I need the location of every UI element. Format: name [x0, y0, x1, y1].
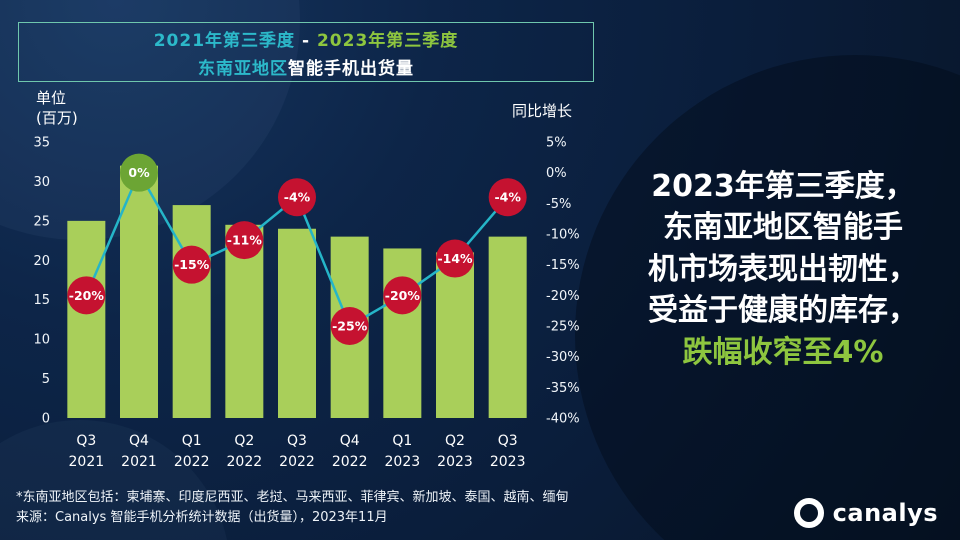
growth-marker-label: -25%	[332, 319, 368, 334]
right-axis-tick: -30%	[546, 350, 580, 365]
growth-marker-label: -15%	[174, 257, 210, 272]
shipment-bar	[120, 165, 158, 418]
left-axis-tick: 5	[42, 372, 50, 387]
insight-line: 2023年第三季度，	[651, 169, 915, 204]
x-axis-year-label: 2023	[490, 454, 526, 470]
x-axis-year-label: 2021	[121, 454, 157, 470]
footnote-source: 来源：Canalys 智能手机分析统计数据（出货量），2023年11月	[16, 509, 388, 525]
growth-marker	[172, 245, 211, 284]
right-axis-tick: -35%	[546, 381, 580, 396]
x-axis-quarter-label: Q2	[445, 433, 465, 449]
growth-marker-label: 0%	[128, 165, 150, 180]
x-axis-year-label: 2022	[332, 454, 368, 470]
shipment-bar	[488, 236, 527, 418]
growth-marker	[120, 153, 158, 192]
right-axis-tick: -20%	[546, 289, 580, 304]
x-axis-year-label: 2022	[227, 454, 263, 470]
left-axis-tick: 35	[33, 136, 50, 151]
left-axis-tick: 0	[42, 412, 50, 427]
growth-marker-label: -11%	[227, 233, 263, 248]
shipment-bar	[436, 252, 474, 418]
insight-highlight: 跌幅收窄至4%	[682, 334, 884, 370]
right-axis-tick: -15%	[546, 258, 580, 273]
x-axis-quarter-label: Q1	[392, 433, 412, 449]
x-axis-quarter-label: Q1	[182, 433, 202, 449]
insight-line: 受益于健康的库存，	[648, 293, 918, 329]
canalys-logo: canalys	[793, 498, 938, 528]
left-axis-title: 单位 (百万)	[36, 88, 78, 129]
chart-title-line2: 东南亚地区智能手机出货量	[198, 54, 414, 79]
chart-title-line1: 2021年第三季度 - 2023年第三季度	[154, 26, 459, 51]
left-axis-title-line2: (百万)	[36, 109, 78, 128]
shipment-bar	[172, 205, 211, 418]
x-axis-quarter-label: Q4	[340, 433, 360, 449]
growth-marker-label: -4%	[494, 190, 521, 205]
right-axis-title: 同比增长	[512, 102, 573, 120]
shipment-bar	[67, 220, 106, 418]
right-axis-tick: 5%	[546, 136, 567, 151]
key-insight-text: 2023年第三季度， 东南亚地区智能手 机市场表现出韧性， 受益于健康的库存， …	[616, 166, 950, 373]
left-axis-tick: 10	[33, 333, 50, 348]
growth-marker	[383, 276, 422, 315]
growth-marker	[436, 239, 474, 278]
x-axis-quarter-label: Q4	[129, 433, 149, 449]
shipment-bar	[383, 248, 422, 418]
growth-marker-label: -20%	[385, 288, 421, 303]
growth-marker-label: -20%	[69, 288, 105, 303]
combo-chart: 0 5 10 15 20 25 30 35 5% 0% -5% -10% -15% -20% -25% -30…	[33, 136, 580, 471]
left-axis-tick: 20	[33, 254, 50, 269]
insight-line: 东南亚地区智能手	[663, 210, 903, 246]
right-axis-tick: 0%	[546, 166, 567, 181]
x-axis-year-label: 2022	[174, 454, 210, 470]
title-region: 东南亚地区	[198, 58, 288, 79]
right-axis-tick: -40%	[546, 412, 580, 427]
x-axis-quarter-label: Q3	[76, 433, 96, 449]
chart-title-box: 2021年第三季度 - 2023年第三季度 东南亚地区智能手机出货量	[18, 22, 594, 82]
title-subject: 智能手机出货量	[288, 58, 414, 79]
title-separator: -	[295, 30, 317, 51]
insight-line: 机市场表现出韧性，	[648, 251, 918, 287]
x-axis-year-label: 2021	[69, 454, 105, 470]
x-axis-quarter-label: Q2	[234, 433, 254, 449]
growth-marker-label: -4%	[284, 190, 311, 205]
canalys-logo-icon	[793, 498, 824, 528]
growth-marker-label: -14%	[437, 251, 473, 266]
footnotes: *东南亚地区包括：柬埔寨、印度尼西亚、老挝、马来西亚、菲律宾、新加坡、泰国、越南…	[16, 488, 569, 528]
title-period-start: 2021年第三季度	[153, 30, 296, 51]
x-axis-year-label: 2023	[385, 454, 421, 470]
left-axis-tick: 25	[33, 214, 50, 229]
left-axis-title-line1: 单位	[36, 89, 67, 107]
growth-marker	[488, 178, 527, 217]
title-period-end: 2023年第三季度	[316, 30, 459, 51]
right-axis-tick: -25%	[546, 320, 580, 335]
x-axis-year-label: 2022	[279, 454, 315, 470]
growth-marker	[330, 307, 369, 345]
canalys-logo-text: canalys	[832, 499, 938, 527]
right-axis-tick: -5%	[546, 197, 571, 212]
x-axis-year-label: 2023	[437, 454, 473, 470]
growth-marker	[67, 276, 106, 315]
left-axis-tick: 15	[33, 293, 50, 308]
footnote-scope: *东南亚地区包括：柬埔寨、印度尼西亚、老挝、马来西亚、菲律宾、新加坡、泰国、越南…	[16, 489, 569, 505]
right-axis-tick: -10%	[546, 228, 580, 243]
shipment-bar	[278, 228, 316, 418]
left-axis-tick: 30	[33, 175, 50, 190]
x-axis-quarter-label: Q3	[287, 433, 307, 449]
growth-marker	[225, 221, 264, 260]
x-axis-quarter-label: Q3	[498, 433, 518, 449]
growth-marker	[278, 178, 316, 217]
